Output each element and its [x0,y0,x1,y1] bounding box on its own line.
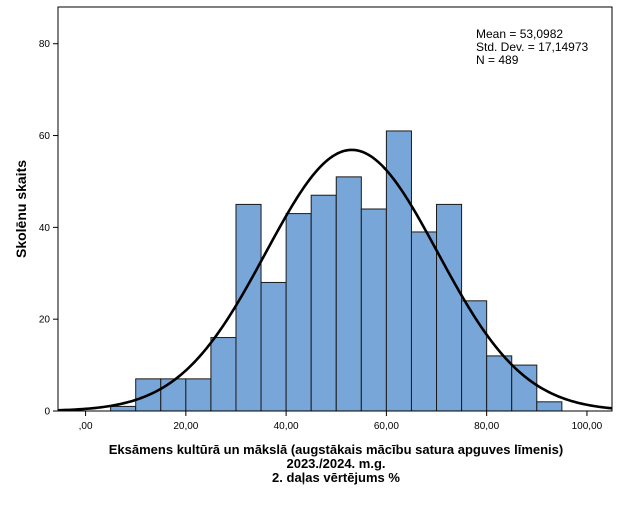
histogram-bar [285,213,312,412]
y-tick-label: 60 [39,131,51,142]
x-tick-label: ,00 [79,421,93,432]
histogram-bar [110,405,137,412]
histogram-bar [536,401,563,412]
stats-annotation-line: Mean = 53,0982 [476,27,563,41]
x-axis-title-line: 2023./2024. m.g. [286,456,385,471]
x-axis-title-line: 2. daļas vērtējums % [272,470,400,485]
y-axis-title: Skolēnu skaits [13,160,29,258]
x-tick-label: 40,00 [274,421,299,432]
plot-frame [57,6,613,412]
x-axis-title-line: Eksāmens kultūrā un mākslā (augstākais m… [109,442,563,457]
y-tick-label: 0 [44,407,50,418]
y-tick-label: 40 [39,223,51,234]
histogram-bar [385,130,412,412]
histogram-bar [335,176,362,412]
stats-annotation-line: N = 489 [476,53,519,67]
histogram-bar [410,231,438,412]
curve-layer [57,148,613,412]
histogram-bar [511,364,538,412]
histogram-bar [185,378,212,412]
x-tick-label: 80,00 [474,421,499,432]
bars-layer [110,130,563,412]
normal-curve [57,148,613,412]
histogram-bar [310,194,337,412]
stats-annotation-line: Std. Dev. = 17,14973 [476,40,589,54]
histogram-bar [210,337,237,412]
y-tick-label: 20 [39,315,51,326]
histogram-bar [486,355,513,412]
histogram-bar [260,281,287,412]
histogram-bar [436,203,463,412]
y-tick-label: 80 [39,39,51,50]
x-tick-label: 100,00 [572,421,603,432]
labels-layer: ,00 20,00 40,00 60,00 80,00 100,00 0 20 40 60 80 Sk… [13,27,603,485]
histogram-bar [360,208,387,412]
x-tick-label: 60,00 [374,421,399,432]
x-tick-label: 20,00 [173,421,198,432]
axes-layer [53,6,613,416]
histogram-bar [160,378,187,412]
histogram-bar [235,203,262,412]
